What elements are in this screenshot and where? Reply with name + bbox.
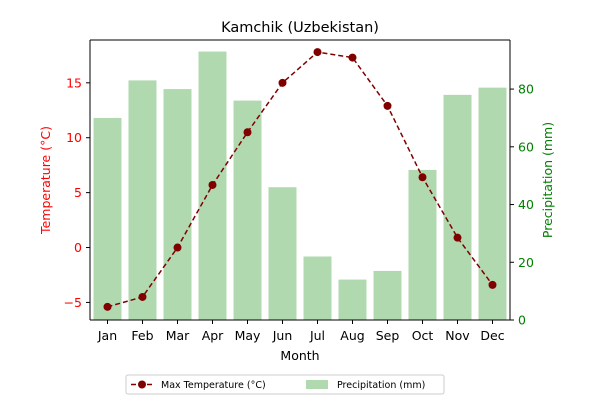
temperature-line: [103, 48, 497, 311]
left-y-tick-label: 10: [66, 130, 82, 145]
x-tick-label: Feb: [131, 328, 153, 343]
x-tick-label: Dec: [480, 328, 504, 343]
right-y-tick-label: 80: [518, 82, 534, 97]
precipitation-bar: [408, 169, 437, 320]
x-axis-label: Month: [280, 348, 319, 363]
left-y-tick-label: 15: [66, 75, 82, 90]
temperature-point: [383, 101, 392, 110]
temperature-point: [208, 180, 217, 189]
legend-box: [125, 374, 445, 395]
temperature-point: [418, 173, 427, 182]
left-y-tick-label: 0: [74, 240, 82, 255]
right-y-axis-label: Precipitation (mm): [540, 122, 555, 238]
legend-temperature-marker-swatch: [138, 380, 146, 389]
precipitation-bar: [163, 89, 192, 320]
right-y-tick-label: 40: [518, 197, 534, 212]
legend: Max Temperature (°C) Precipitation (mm): [125, 374, 445, 395]
temperature-point: [313, 48, 322, 57]
right-y-tick-label: 60: [518, 139, 534, 154]
temperature-point: [488, 280, 497, 289]
left-y-tick-label: −5: [64, 295, 82, 310]
temperature-series-line: [107, 51, 494, 308]
legend-precipitation-label: Precipitation (mm): [337, 380, 425, 391]
left-y-axis-label: Temperature (°C): [38, 126, 53, 235]
precipitation-bar: [303, 256, 332, 320]
precipitation-bar: [443, 94, 472, 320]
x-tick-label: Sep: [376, 328, 400, 343]
x-tick-label: Jul: [309, 328, 325, 343]
right-y-tick-label: 20: [518, 255, 534, 270]
x-tick-label: Apr: [202, 328, 224, 343]
temperature-point: [453, 233, 462, 242]
right-y-tick-label: 0: [518, 313, 526, 328]
precipitation-bar: [128, 80, 157, 320]
legend-temperature-label: Max Temperature (°C): [161, 380, 266, 391]
precipitation-bar: [93, 117, 122, 320]
axes: [89, 39, 511, 321]
left-y-tick-label: 5: [74, 185, 82, 200]
legend-precipitation-swatch: [306, 380, 328, 389]
precipitation-bar: [268, 187, 297, 320]
left-y-axis-ticks: −5 0 5 10 15: [64, 75, 90, 310]
x-tick-label: Jan: [97, 328, 117, 343]
x-tick-label: Mar: [166, 328, 190, 343]
temperature-point: [278, 78, 287, 87]
x-tick-label: Oct: [412, 328, 434, 343]
precipitation-bar: [373, 270, 402, 320]
temperature-point: [103, 302, 112, 311]
temperature-point: [348, 53, 357, 62]
x-tick-label: Jun: [272, 328, 293, 343]
x-tick-label: Nov: [445, 328, 470, 343]
temperature-point: [173, 243, 182, 252]
chart-title: Kamchik (Uzbekistan): [221, 20, 379, 36]
x-tick-label: Aug: [340, 328, 364, 343]
temperature-point: [243, 128, 252, 137]
x-tick-label: May: [235, 328, 261, 343]
precipitation-bar: [233, 100, 262, 321]
temperature-point: [138, 292, 147, 301]
precipitation-bar: [338, 279, 367, 320]
right-y-axis-ticks: 0 20 40 60 80: [510, 82, 534, 328]
x-axis-ticks: Jan Feb Mar Apr May Jun Jul Aug Sep Oct Nov Dec: [97, 320, 505, 343]
